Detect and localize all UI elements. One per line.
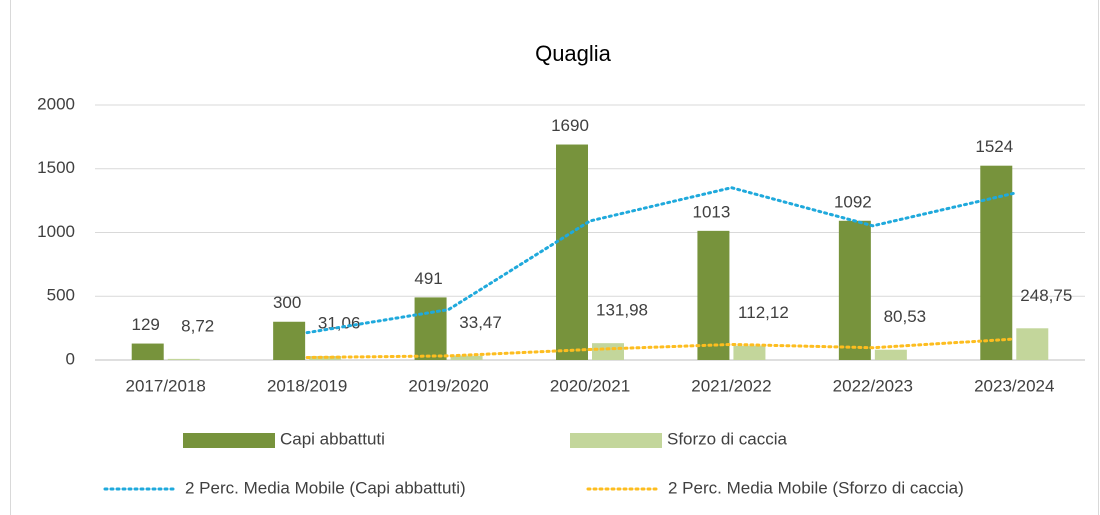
bar: [838, 220, 871, 360]
bar: [697, 230, 730, 360]
y-tick-label: 0: [66, 349, 75, 368]
bar: [414, 297, 447, 360]
bar: [874, 349, 907, 360]
data-label: 31,06: [318, 314, 361, 333]
legend-label: Sforzo di caccia: [667, 429, 788, 448]
data-label: 1524: [975, 137, 1013, 156]
bar: [273, 321, 306, 360]
x-tick-label: 2019/2020: [408, 376, 488, 395]
data-label: 1013: [693, 202, 731, 221]
data-label: 131,98: [596, 301, 648, 320]
data-label: 33,47: [459, 313, 502, 332]
bar: [592, 343, 624, 360]
legend-swatch: [183, 433, 275, 448]
x-tick-label: 2023/2024: [974, 376, 1054, 395]
chart-border: [10, 0, 1099, 515]
moving-average-line: [305, 337, 1016, 359]
moving-average-line: [305, 186, 1016, 335]
x-tick-label: 2020/2021: [550, 376, 630, 395]
data-label: 129: [132, 315, 160, 334]
x-tick-label: 2021/2022: [691, 376, 771, 395]
y-tick-label: 2000: [37, 94, 75, 113]
data-label: 8,72: [181, 316, 214, 335]
data-label: 491: [414, 269, 442, 288]
data-label: 1092: [834, 192, 872, 211]
bar: [733, 345, 766, 360]
y-tick-label: 1500: [37, 158, 75, 177]
data-label: 248,75: [1020, 286, 1072, 305]
data-label: 80,53: [884, 307, 927, 326]
data-label: 112,12: [738, 303, 789, 322]
x-tick-label: 2022/2023: [833, 376, 913, 395]
bar: [1016, 328, 1049, 360]
legend-label: 2 Perc. Media Mobile (Sforzo di caccia): [668, 478, 964, 497]
y-tick-label: 1000: [37, 222, 75, 241]
legend-label: 2 Perc. Media Mobile (Capi abbattuti): [185, 478, 466, 497]
data-label: 1690: [551, 116, 589, 135]
bar: [167, 358, 200, 360]
data-label: 300: [273, 293, 301, 312]
bar: [556, 144, 588, 360]
x-tick-label: 2018/2019: [267, 376, 347, 395]
legend-label: Capi abbattuti: [280, 429, 385, 448]
y-tick-label: 500: [47, 286, 75, 305]
legend-swatch: [570, 433, 662, 448]
x-tick-label: 2017/2018: [126, 376, 206, 395]
chart-title: Quaglia: [535, 41, 612, 66]
bar: [131, 343, 164, 360]
bar: [450, 355, 483, 360]
